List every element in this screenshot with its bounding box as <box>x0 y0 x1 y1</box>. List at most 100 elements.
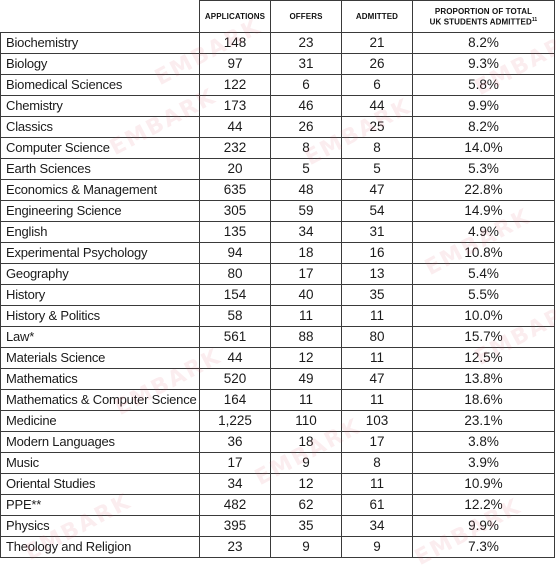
applications-cell: 36 <box>199 431 271 453</box>
proportion-cell: 22.8% <box>412 179 555 201</box>
offers-cell: 8 <box>270 137 342 159</box>
subject-cell: Oriental Studies <box>0 473 200 495</box>
table-row: Modern Languages 36 18 17 3.8% <box>0 431 555 453</box>
admitted-cell: 13 <box>341 263 413 285</box>
applications-cell: 395 <box>199 515 271 537</box>
admitted-cell: 11 <box>341 347 413 369</box>
table-row: Engineering Science 305 59 54 14.9% <box>0 200 555 222</box>
offers-cell: 46 <box>270 95 342 117</box>
subject-cell: Music <box>0 452 200 474</box>
subject-cell: Earth Sciences <box>0 158 200 180</box>
table-row: Geography 80 17 13 5.4% <box>0 263 555 285</box>
applications-cell: 635 <box>199 179 271 201</box>
applications-cell: 135 <box>199 221 271 243</box>
header-proportion-line1: PROPORTION OF TOTAL <box>434 6 533 16</box>
applications-cell: 232 <box>199 137 271 159</box>
admitted-cell: 47 <box>341 179 413 201</box>
admitted-cell: 16 <box>341 242 413 264</box>
offers-cell: 12 <box>270 347 342 369</box>
table-row: English 135 34 31 4.9% <box>0 221 555 243</box>
proportion-cell: 9.9% <box>412 95 555 117</box>
offers-cell: 26 <box>270 116 342 138</box>
applications-cell: 23 <box>199 536 271 558</box>
applications-cell: 305 <box>199 200 271 222</box>
table-row: Physics 395 35 34 9.9% <box>0 515 555 537</box>
admitted-cell: 21 <box>341 32 413 54</box>
table-row: Materials Science 44 12 11 12.5% <box>0 347 555 369</box>
subject-cell: Experimental Psychology <box>0 242 200 264</box>
table-body: Biochemistry 148 23 21 8.2% Biology 97 31 26 9.3%… <box>0 32 555 558</box>
admitted-cell: 26 <box>341 53 413 75</box>
admitted-cell: 11 <box>341 305 413 327</box>
table-row: Oriental Studies 34 12 11 10.9% <box>0 473 555 495</box>
offers-cell: 23 <box>270 32 342 54</box>
admitted-cell: 11 <box>341 389 413 411</box>
table-row: Economics & Management 635 48 47 22.8% <box>0 179 555 201</box>
offers-cell: 11 <box>270 305 342 327</box>
proportion-cell: 8.2% <box>412 116 555 138</box>
admitted-cell: 61 <box>341 494 413 516</box>
admitted-cell: 5 <box>341 158 413 180</box>
table-row: Medicine 1,225 110 103 23.1% <box>0 410 555 432</box>
admitted-cell: 34 <box>341 515 413 537</box>
table-row: Classics 44 26 25 8.2% <box>0 116 555 138</box>
applications-cell: 154 <box>199 284 271 306</box>
table-row: History & Politics 58 11 11 10.0% <box>0 305 555 327</box>
header-offers: OFFERS <box>270 0 342 33</box>
subject-cell: Classics <box>0 116 200 138</box>
admitted-cell: 103 <box>341 410 413 432</box>
offers-cell: 110 <box>270 410 342 432</box>
subject-cell: Modern Languages <box>0 431 200 453</box>
applications-cell: 1,225 <box>199 410 271 432</box>
applications-cell: 482 <box>199 494 271 516</box>
applications-cell: 122 <box>199 74 271 96</box>
applications-cell: 17 <box>199 452 271 474</box>
proportion-cell: 3.8% <box>412 431 555 453</box>
offers-cell: 6 <box>270 74 342 96</box>
offers-cell: 40 <box>270 284 342 306</box>
applications-cell: 97 <box>199 53 271 75</box>
applications-cell: 20 <box>199 158 271 180</box>
table-row: Biomedical Sciences 122 6 6 5.8% <box>0 74 555 96</box>
proportion-cell: 12.5% <box>412 347 555 369</box>
admitted-cell: 11 <box>341 473 413 495</box>
subject-cell: Chemistry <box>0 95 200 117</box>
table-row: Law* 561 88 80 15.7% <box>0 326 555 348</box>
offers-cell: 18 <box>270 431 342 453</box>
admitted-cell: 35 <box>341 284 413 306</box>
proportion-cell: 10.8% <box>412 242 555 264</box>
offers-cell: 34 <box>270 221 342 243</box>
offers-cell: 48 <box>270 179 342 201</box>
offers-cell: 59 <box>270 200 342 222</box>
table-row: Music 17 9 8 3.9% <box>0 452 555 474</box>
header-admitted: ADMITTED <box>341 0 413 33</box>
proportion-cell: 3.9% <box>412 452 555 474</box>
offers-cell: 31 <box>270 53 342 75</box>
table-row: Earth Sciences 20 5 5 5.3% <box>0 158 555 180</box>
subject-cell: Mathematics <box>0 368 200 390</box>
subject-cell: History <box>0 284 200 306</box>
subject-cell: Physics <box>0 515 200 537</box>
proportion-cell: 10.9% <box>412 473 555 495</box>
offers-cell: 88 <box>270 326 342 348</box>
admitted-cell: 17 <box>341 431 413 453</box>
proportion-cell: 18.6% <box>412 389 555 411</box>
admitted-cell: 54 <box>341 200 413 222</box>
admitted-cell: 25 <box>341 116 413 138</box>
applications-cell: 58 <box>199 305 271 327</box>
subject-cell: PPE** <box>0 494 200 516</box>
admitted-cell: 9 <box>341 536 413 558</box>
subject-cell: Mathematics & Computer Science <box>0 389 200 411</box>
subject-cell: Materials Science <box>0 347 200 369</box>
offers-cell: 17 <box>270 263 342 285</box>
offers-cell: 18 <box>270 242 342 264</box>
proportion-cell: 5.5% <box>412 284 555 306</box>
table-row: Experimental Psychology 94 18 16 10.8% <box>0 242 555 264</box>
proportion-cell: 5.4% <box>412 263 555 285</box>
subject-cell: Biology <box>0 53 200 75</box>
applications-cell: 561 <box>199 326 271 348</box>
applications-cell: 34 <box>199 473 271 495</box>
proportion-cell: 23.1% <box>412 410 555 432</box>
table-row: Biochemistry 148 23 21 8.2% <box>0 32 555 54</box>
admitted-cell: 44 <box>341 95 413 117</box>
